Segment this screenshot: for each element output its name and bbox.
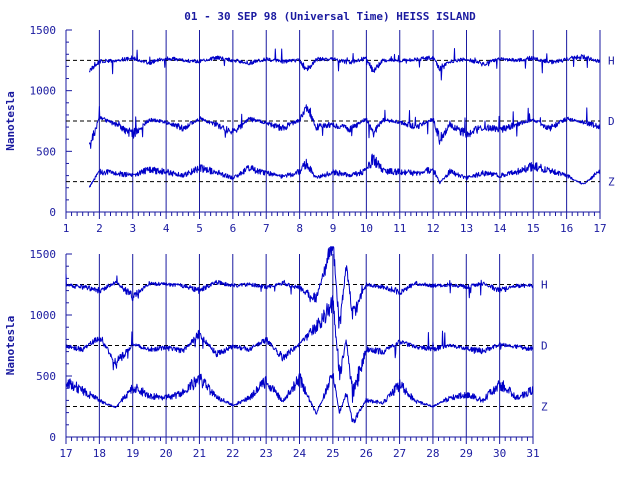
x-tick-label-17: 17 — [59, 447, 72, 460]
x-tick-label-5: 5 — [196, 222, 203, 235]
y-tick-label-1000: 1000 — [30, 85, 57, 98]
x-tick-label-1: 1 — [63, 222, 70, 235]
y-tick-label-500: 500 — [36, 370, 56, 383]
y-axis-label: Nanotesla — [4, 316, 17, 376]
trace-D — [65, 295, 534, 403]
trace-D — [88, 104, 601, 149]
y-tick-label-0: 0 — [49, 431, 56, 444]
x-tick-label-7: 7 — [263, 222, 270, 235]
y-tick-label-500: 500 — [36, 145, 56, 158]
x-tick-label-27: 27 — [393, 447, 406, 460]
series-label-H: H — [541, 279, 548, 292]
x-tick-label-4: 4 — [163, 222, 170, 235]
x-tick-label-2: 2 — [96, 222, 103, 235]
x-tick-label-20: 20 — [159, 447, 172, 460]
x-tick-label-19: 19 — [126, 447, 139, 460]
y-tick-label-0: 0 — [49, 206, 56, 219]
trace-H — [65, 246, 534, 329]
x-tick-label-23: 23 — [260, 447, 273, 460]
x-tick-label-15: 15 — [527, 222, 540, 235]
x-tick-label-25: 25 — [326, 447, 339, 460]
trace-H — [88, 48, 601, 81]
x-tick-label-29: 29 — [460, 447, 473, 460]
x-tick-label-21: 21 — [193, 447, 206, 460]
x-tick-label-9: 9 — [330, 222, 337, 235]
y-tick-label-1000: 1000 — [30, 309, 57, 322]
chart-panel-2: Nanotesla 0 500 1000 1500 17 18 19 20 21 22 23 24 25 2… — [4, 246, 548, 460]
x-tick-label-13: 13 — [460, 222, 473, 235]
x-tick-label-6: 6 — [230, 222, 237, 235]
y-tick-label-1500: 1500 — [30, 24, 57, 37]
series-label-Z: Z — [541, 401, 548, 414]
x-tick-label-22: 22 — [226, 447, 239, 460]
series-label-D: D — [541, 340, 548, 353]
x-tick-label-10: 10 — [360, 222, 373, 235]
x-tick-label-30: 30 — [493, 447, 506, 460]
x-tick-label-8: 8 — [296, 222, 303, 235]
x-tick-label-3: 3 — [129, 222, 136, 235]
trace-Z — [88, 153, 601, 188]
x-tick-label-24: 24 — [293, 447, 307, 460]
chart-title: 01 - 30 SEP 98 (Universal Time) HEISS IS… — [184, 10, 476, 23]
x-tick-label-16: 16 — [560, 222, 573, 235]
series-label-Z: Z — [608, 176, 615, 189]
x-tick-label-18: 18 — [93, 447, 106, 460]
x-tick-label-28: 28 — [426, 447, 439, 460]
x-tick-label-14: 14 — [493, 222, 507, 235]
y-tick-label-1500: 1500 — [30, 248, 57, 261]
series-label-H: H — [608, 54, 615, 67]
y-axis-label: Nanotesla — [4, 91, 17, 151]
trace-Z — [65, 373, 534, 424]
series-label-D: D — [608, 115, 615, 128]
x-tick-label-11: 11 — [393, 222, 406, 235]
x-tick-label-26: 26 — [360, 447, 373, 460]
x-tick-label-17: 17 — [593, 222, 606, 235]
x-tick-label-31: 31 — [526, 447, 539, 460]
x-tick-label-12: 12 — [427, 222, 440, 235]
